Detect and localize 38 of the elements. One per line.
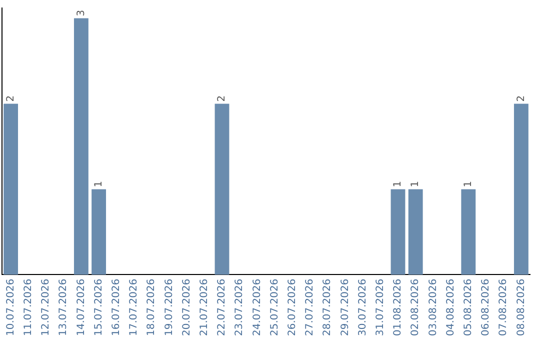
x-tick-label: 16.07.2026 [110, 278, 122, 336]
data-label: 2 [5, 95, 16, 102]
x-tick-label: 01.08.2026 [392, 278, 404, 336]
x-tick-label: 23.07.2026 [234, 278, 246, 336]
x-tick-label: 12.07.2026 [40, 278, 52, 336]
x-tick-label: 05.08.2026 [462, 278, 474, 336]
data-label: 3 [76, 10, 87, 16]
x-tick-label: 22.07.2026 [216, 278, 228, 336]
x-tick-label: 25.07.2026 [269, 278, 280, 336]
x-tick-label: 08.08.2026 [516, 278, 527, 336]
data-label: 1 [410, 180, 422, 188]
x-tick-label: 19.07.2026 [164, 278, 175, 336]
x-tick-label: 10.07.2026 [5, 278, 16, 336]
x-tick-label: 17.07.2026 [128, 278, 140, 336]
x-tick-label: 14.07.2026 [76, 278, 87, 336]
x-tick-label: 24.07.2026 [252, 278, 263, 336]
x-tick-label: 21.07.2026 [198, 278, 210, 336]
x-tick-label: 15.07.2026 [93, 278, 104, 336]
data-label: 2 [216, 95, 228, 102]
x-tick-label: 06.08.2026 [480, 278, 492, 336]
x-tick-label: 11.07.2026 [22, 278, 34, 336]
x-tick-label: 28.07.2026 [322, 278, 334, 336]
data-label: 1 [392, 180, 404, 188]
data-label: 1 [462, 180, 474, 188]
x-tick-label: 26.07.2026 [286, 278, 298, 336]
x-tick-label: 18.07.2026 [146, 278, 158, 336]
x-tick-label: 20.07.2026 [181, 278, 192, 336]
x-tick-label: 27.07.2026 [304, 278, 316, 336]
x-tick-label: 29.07.2026 [340, 278, 351, 336]
x-tick-label: 31.07.2026 [374, 278, 386, 336]
x-tick-label: 13.07.2026 [58, 278, 70, 336]
x-tick-label: 04.08.2026 [445, 278, 456, 336]
data-label: 1 [93, 180, 104, 188]
data-label: 2 [516, 95, 527, 102]
x-tick-label: 02.08.2026 [410, 278, 422, 336]
x-tick-label: 30.07.2026 [357, 278, 368, 336]
x-tick-label: 03.08.2026 [428, 278, 439, 336]
x-tick-label: 07.08.2026 [498, 278, 510, 336]
